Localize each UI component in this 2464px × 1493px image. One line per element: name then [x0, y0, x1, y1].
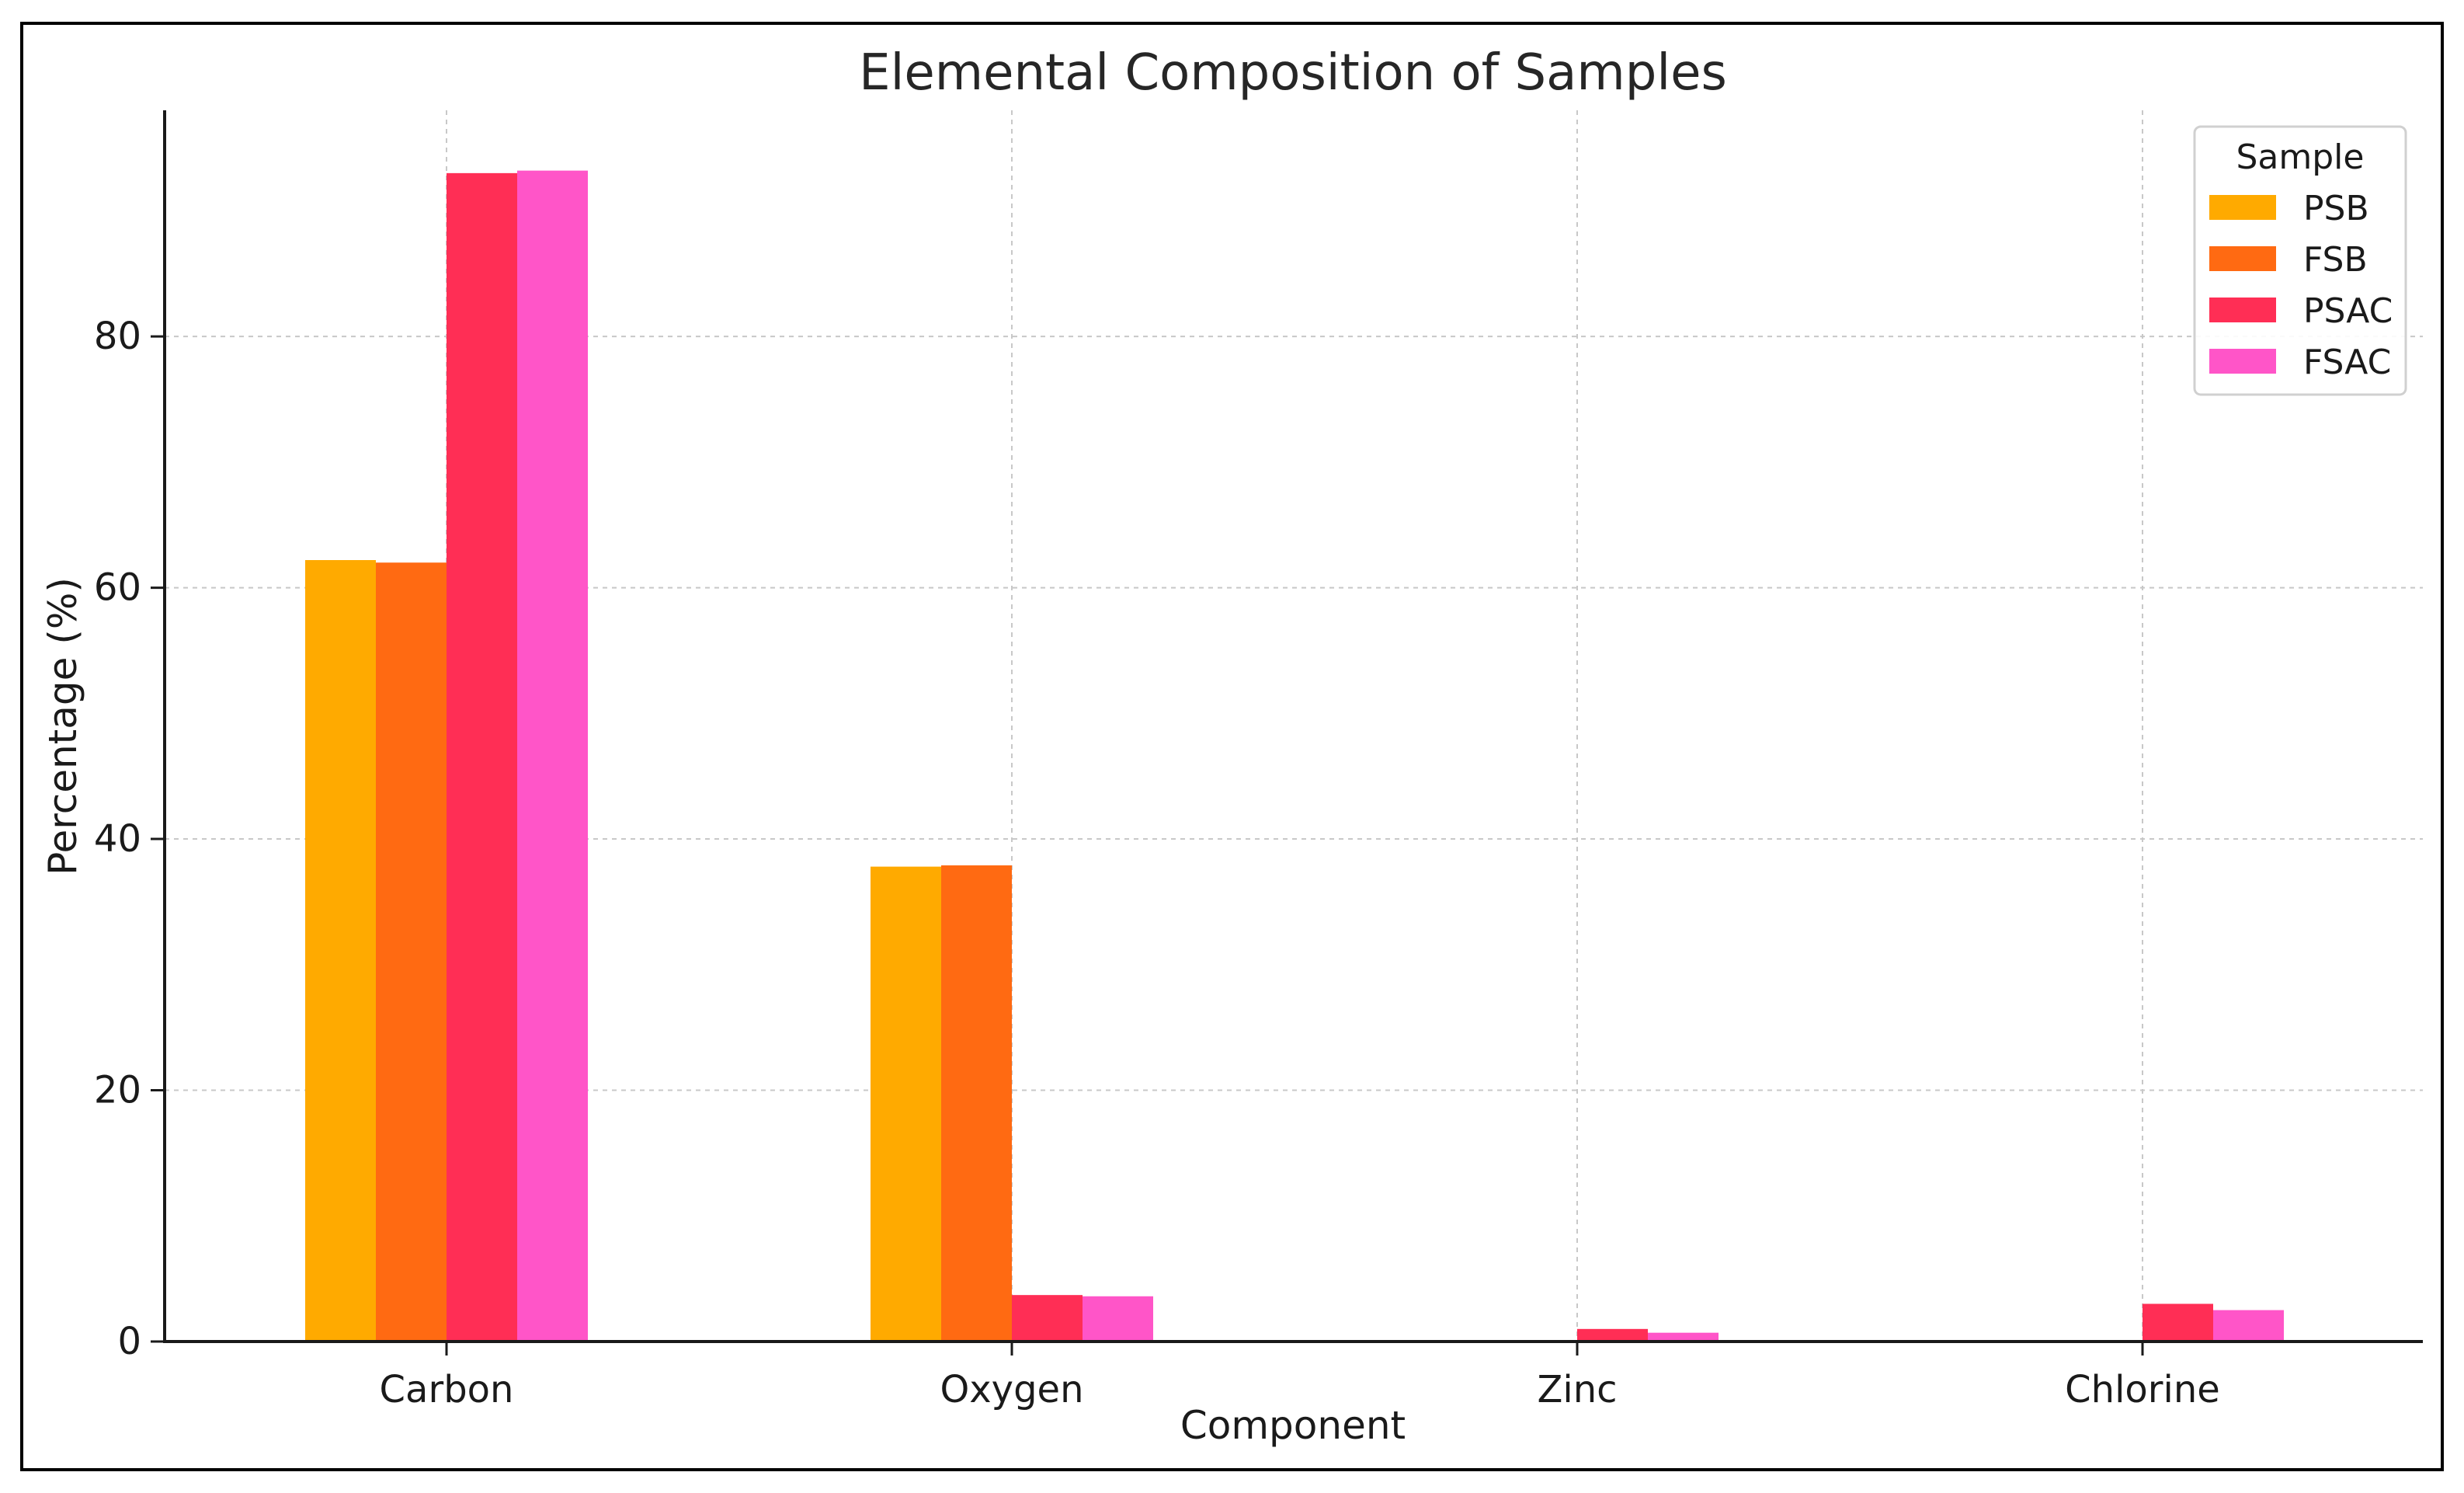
bar-psac-carbon: [447, 172, 517, 1342]
bar-psac-chlorine: [2143, 1303, 2213, 1342]
bar-fsac-oxygen: [1083, 1296, 1153, 1342]
bar-fsac-chlorine: [2213, 1310, 2284, 1342]
legend-label-psac: PSAC: [2303, 291, 2393, 331]
bar-psb-oxygen: [871, 866, 941, 1342]
x-tick-label: Zinc: [1537, 1368, 1617, 1411]
x-tick-label: Chlorine: [2065, 1368, 2220, 1411]
y-tick-label: 60: [94, 566, 141, 610]
y-tick-label: 40: [94, 817, 141, 861]
y-ticks: 0 20 40 60 80: [94, 315, 165, 1363]
x-axis-label: Component: [1180, 1403, 1406, 1448]
y-axis-label: Percentage (%): [40, 577, 85, 875]
y-tick-label: 0: [117, 1320, 141, 1363]
legend-swatch-psb: [2209, 195, 2276, 220]
x-tick-label: Carbon: [380, 1368, 514, 1411]
legend: Sample PSB FSB PSAC FSAC: [2193, 125, 2407, 396]
y-tick-label: 20: [94, 1069, 141, 1112]
bar-fsb-oxygen: [941, 865, 1012, 1342]
x-tick-label: Oxygen: [940, 1368, 1083, 1411]
legend-label-fsb: FSB: [2303, 240, 2368, 280]
x-ticks: Carbon Oxygen Zinc Chlorine: [380, 1342, 2220, 1411]
legend-title: Sample: [2236, 137, 2365, 177]
legend-items: PSB FSB PSAC FSAC: [2209, 189, 2393, 382]
legend-label-psb: PSB: [2303, 189, 2369, 228]
bars-layer: [305, 170, 2284, 1342]
legend-frame: [2193, 125, 2407, 396]
bar-fsac-zinc: [1648, 1332, 1719, 1342]
bar-fsac-carbon: [517, 170, 588, 1342]
legend-swatch-fsac: [2209, 349, 2276, 374]
bar-psac-zinc: [1577, 1328, 1648, 1342]
legend-swatch-fsb: [2209, 246, 2276, 271]
bar-fsb-carbon: [376, 562, 447, 1342]
bar-psb-carbon: [305, 560, 376, 1342]
bar-psac-oxygen: [1012, 1295, 1083, 1342]
y-tick-label: 80: [94, 315, 141, 358]
legend-swatch-psac: [2209, 298, 2276, 322]
axes-layer: [163, 110, 2423, 1343]
chart-title: Elemental Composition of Samples: [859, 44, 1727, 102]
legend-label-fsac: FSAC: [2303, 343, 2391, 382]
